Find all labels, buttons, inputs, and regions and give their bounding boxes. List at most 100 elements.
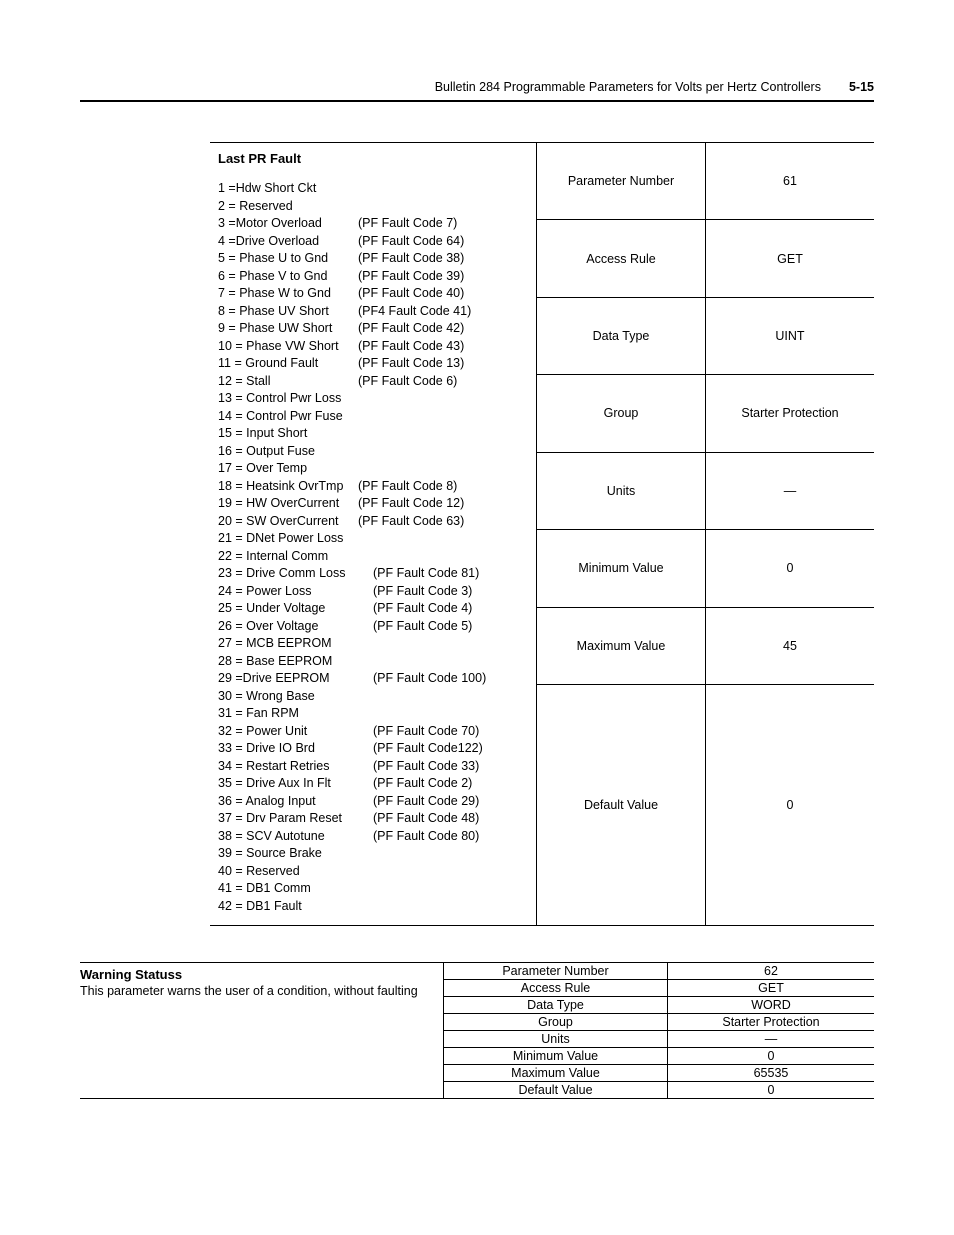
- fault-label: 16 = Output Fuse: [218, 443, 358, 461]
- param-row: Default Value0: [444, 1082, 874, 1098]
- fault-row: 7 = Phase W to Gnd(PF Fault Code 40): [218, 285, 528, 303]
- param-value: GET: [706, 220, 874, 296]
- fault-label: 37 = Drv Param Reset: [218, 810, 373, 828]
- fault-label: 40 = Reserved: [218, 863, 358, 881]
- fault-row: 34 = Restart Retries(PF Fault Code 33): [218, 758, 528, 776]
- param-label: Maximum Value: [444, 1065, 668, 1081]
- param-label: Access Rule: [537, 220, 706, 296]
- fault-label: 17 = Over Temp: [218, 460, 358, 478]
- param-label: Parameter Number: [537, 143, 706, 219]
- fault-row: 19 = HW OverCurrent(PF Fault Code 12): [218, 495, 528, 513]
- param-row: GroupStarter Protection: [444, 1014, 874, 1031]
- fault-row: 42 = DB1 Fault: [218, 898, 528, 916]
- param-label: Units: [537, 453, 706, 529]
- fault-label: 19 = HW OverCurrent: [218, 495, 358, 513]
- param-label: Parameter Number: [444, 963, 668, 979]
- fault-label: 27 = MCB EEPROM: [218, 635, 373, 653]
- param-value: Starter Protection: [668, 1014, 874, 1030]
- fault-label: 7 = Phase W to Gnd: [218, 285, 358, 303]
- fault-row: 29 =Drive EEPROM(PF Fault Code 100): [218, 670, 528, 688]
- fault-row: 9 = Phase UW Short(PF Fault Code 42): [218, 320, 528, 338]
- fault-code: (PF Fault Code 48): [373, 810, 479, 828]
- param-row: Minimum Value0: [444, 1048, 874, 1065]
- fault-label: 22 = Internal Comm: [218, 548, 358, 566]
- param-value: 0: [668, 1082, 874, 1098]
- fault-row: 31 = Fan RPM: [218, 705, 528, 723]
- fault-row: 37 = Drv Param Reset(PF Fault Code 48): [218, 810, 528, 828]
- fault-label: 32 = Power Unit: [218, 723, 373, 741]
- fault-label: 5 = Phase U to Gnd: [218, 250, 358, 268]
- fault-row: 24 = Power Loss(PF Fault Code 3): [218, 583, 528, 601]
- param-row: Units—: [537, 453, 874, 530]
- fault-row: 13 = Control Pwr Loss: [218, 390, 528, 408]
- fault-code: (PF Fault Code 4): [373, 600, 472, 618]
- fault-code: (PF Fault Code 7): [358, 215, 457, 233]
- fault-row: 26 = Over Voltage(PF Fault Code 5): [218, 618, 528, 636]
- fault-label: 12 = Stall: [218, 373, 358, 391]
- fault-row: 21 = DNet Power Loss: [218, 530, 528, 548]
- param-row: Minimum Value0: [537, 530, 874, 607]
- fault-label: 1 =Hdw Short Ckt: [218, 180, 358, 198]
- fault-row: 11 = Ground Fault(PF Fault Code 13): [218, 355, 528, 373]
- param-row: Access RuleGET: [537, 220, 874, 297]
- fault-row: 41 = DB1 Comm: [218, 880, 528, 898]
- param-row: Data TypeWORD: [444, 997, 874, 1014]
- fault-code: (PF Fault Code 12): [358, 495, 464, 513]
- param-value: 45: [706, 608, 874, 684]
- fault-code: (PF Fault Code 100): [373, 670, 486, 688]
- fault-label: 42 = DB1 Fault: [218, 898, 358, 916]
- fault-code: (PF Fault Code 13): [358, 355, 464, 373]
- fault-row: 40 = Reserved: [218, 863, 528, 881]
- warning-status-description: This parameter warns the user of a condi…: [80, 984, 435, 998]
- fault-row: 38 = SCV Autotune(PF Fault Code 80): [218, 828, 528, 846]
- fault-row: 33 = Drive IO Brd(PF Fault Code122): [218, 740, 528, 758]
- fault-row: 4 =Drive Overload(PF Fault Code 64): [218, 233, 528, 251]
- param-label: Minimum Value: [537, 530, 706, 606]
- fault-label: 20 = SW OverCurrent: [218, 513, 358, 531]
- fault-label: 38 = SCV Autotune: [218, 828, 373, 846]
- fault-code: (PF Fault Code 80): [373, 828, 479, 846]
- fault-row: 16 = Output Fuse: [218, 443, 528, 461]
- fault-code: (PF Fault Code 64): [358, 233, 464, 251]
- param-value: 0: [706, 530, 874, 606]
- param-row: Parameter Number61: [537, 143, 874, 220]
- fault-code: (PF Fault Code 81): [373, 565, 479, 583]
- fault-code: (PF Fault Code 43): [358, 338, 464, 356]
- fault-label: 29 =Drive EEPROM: [218, 670, 373, 688]
- fault-code: (PF Fault Code 3): [373, 583, 472, 601]
- fault-code: (PF Fault Code 8): [358, 478, 457, 496]
- fault-row: 14 = Control Pwr Fuse: [218, 408, 528, 426]
- fault-row: 22 = Internal Comm: [218, 548, 528, 566]
- warning-status-desc-cell: Warning Statuss This parameter warns the…: [80, 963, 444, 1098]
- param-row: Access RuleGET: [444, 980, 874, 997]
- fault-label: 10 = Phase VW Short: [218, 338, 358, 356]
- fault-code: (PF Fault Code 2): [373, 775, 472, 793]
- fault-row: 28 = Base EEPROM: [218, 653, 528, 671]
- fault-label: 18 = Heatsink OvrTmp: [218, 478, 358, 496]
- param-label: Group: [444, 1014, 668, 1030]
- fault-row: 6 = Phase V to Gnd(PF Fault Code 39): [218, 268, 528, 286]
- param-value: —: [668, 1031, 874, 1047]
- fault-label: 6 = Phase V to Gnd: [218, 268, 358, 286]
- param-value: GET: [668, 980, 874, 996]
- fault-label: 35 = Drive Aux In Flt: [218, 775, 373, 793]
- fault-row: 36 = Analog Input(PF Fault Code 29): [218, 793, 528, 811]
- param-row: Default Value0: [537, 685, 874, 925]
- fault-row: 17 = Over Temp: [218, 460, 528, 478]
- param-label: Default Value: [444, 1082, 668, 1098]
- fault-row: 5 = Phase U to Gnd(PF Fault Code 38): [218, 250, 528, 268]
- param-value: 61: [706, 143, 874, 219]
- param-value: 65535: [668, 1065, 874, 1081]
- fault-code: (PF Fault Code 5): [373, 618, 472, 636]
- param-label: Data Type: [444, 997, 668, 1013]
- param-label: Group: [537, 375, 706, 451]
- fault-label: 34 = Restart Retries: [218, 758, 373, 776]
- fault-row: 1 =Hdw Short Ckt: [218, 180, 528, 198]
- last-pr-fault-list: Last PR Fault 1 =Hdw Short Ckt2 = Reserv…: [210, 143, 537, 925]
- param-label: Access Rule: [444, 980, 668, 996]
- fault-label: 4 =Drive Overload: [218, 233, 358, 251]
- param-value: 0: [706, 685, 874, 925]
- fault-code: (PF Fault Code 6): [358, 373, 457, 391]
- fault-label: 24 = Power Loss: [218, 583, 373, 601]
- fault-row: 23 = Drive Comm Loss(PF Fault Code 81): [218, 565, 528, 583]
